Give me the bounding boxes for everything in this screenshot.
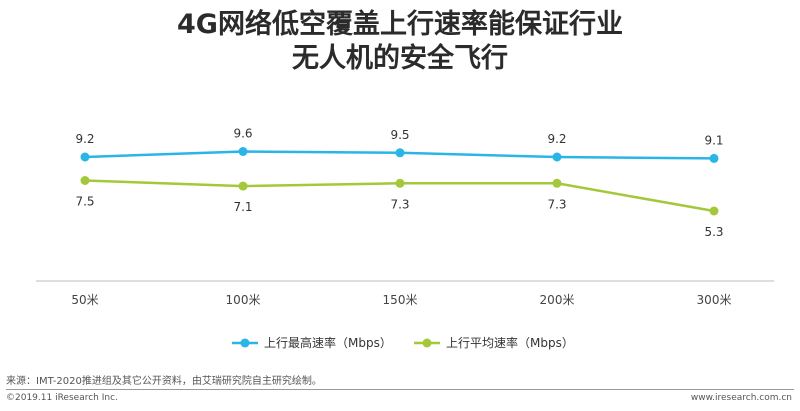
series-0-point-1 bbox=[238, 147, 248, 156]
x-tick-labels: 50米 100米 150米 200米 300米 bbox=[71, 293, 731, 307]
series-1-point-2 bbox=[395, 178, 405, 188]
data-labels-layer: 9.2 9.6 9.5 9.2 9.1 7.5 7.1 7.3 7.3 5.3 bbox=[75, 127, 723, 240]
chart-title: 4G网络低空覆盖上行速率能保证行业 无人机的安全飞行 bbox=[0, 8, 800, 76]
legend-marker-0 bbox=[240, 338, 250, 348]
series-0-point-0 bbox=[80, 152, 90, 162]
series-0-point-4 bbox=[709, 153, 719, 163]
website-text: www.iresearch.com.cn bbox=[690, 393, 792, 403]
legend-label-1: 上行平均速率（Mbps） bbox=[446, 335, 574, 350]
series-1-point-0 bbox=[80, 176, 90, 185]
chart-title-line-2: 无人机的安全飞行 bbox=[292, 43, 508, 74]
series-0-point-3 bbox=[552, 152, 562, 162]
series-1-value-label-3: 7.3 bbox=[547, 197, 566, 211]
series-0-value-label-4: 9.1 bbox=[704, 133, 723, 147]
series-1-value-label-0: 7.5 bbox=[75, 195, 94, 209]
line-chart: 9.2 9.6 9.5 9.2 9.1 7.5 7.1 7.3 7.3 5.3 50米 100米 15… bbox=[36, 127, 774, 350]
legend-label-0: 上行最高速率（Mbps） bbox=[264, 335, 392, 350]
series-0-value-label-2: 9.5 bbox=[390, 128, 409, 142]
footer-divider bbox=[6, 389, 794, 390]
series-1-point-4 bbox=[709, 206, 719, 216]
x-tick-label-3: 200米 bbox=[540, 293, 575, 307]
x-tick-label-4: 300米 bbox=[697, 293, 732, 307]
series-0-value-label-3: 9.2 bbox=[547, 132, 566, 146]
series-1-value-label-1: 7.1 bbox=[233, 200, 252, 214]
x-tick-label-2: 150米 bbox=[383, 293, 418, 307]
series-0-point-2 bbox=[395, 148, 405, 158]
series-1-point-1 bbox=[238, 181, 248, 191]
x-tick-label-0: 50米 bbox=[71, 293, 98, 307]
legend-marker-1 bbox=[422, 338, 432, 348]
series-0-value-label-1: 9.6 bbox=[233, 127, 252, 141]
series-layer bbox=[80, 147, 719, 216]
legend: 上行最高速率（Mbps） 上行平均速率（Mbps） bbox=[232, 335, 574, 350]
series-1-point-3 bbox=[552, 178, 562, 188]
chart-title-line-1: 4G网络低空覆盖上行速率能保证行业 bbox=[177, 9, 623, 40]
series-1-value-label-2: 7.3 bbox=[390, 197, 409, 211]
source-note: 来源：IMT-2020推进组及其它公开资料，由艾瑞研究院自主研究绘制。 bbox=[6, 376, 322, 387]
series-1-value-label-4: 5.3 bbox=[704, 225, 723, 239]
series-0-value-label-0: 9.2 bbox=[75, 132, 94, 146]
copyright-text: ©2019.11 iResearch Inc. bbox=[6, 393, 118, 403]
x-tick-label-1: 100米 bbox=[226, 293, 261, 307]
